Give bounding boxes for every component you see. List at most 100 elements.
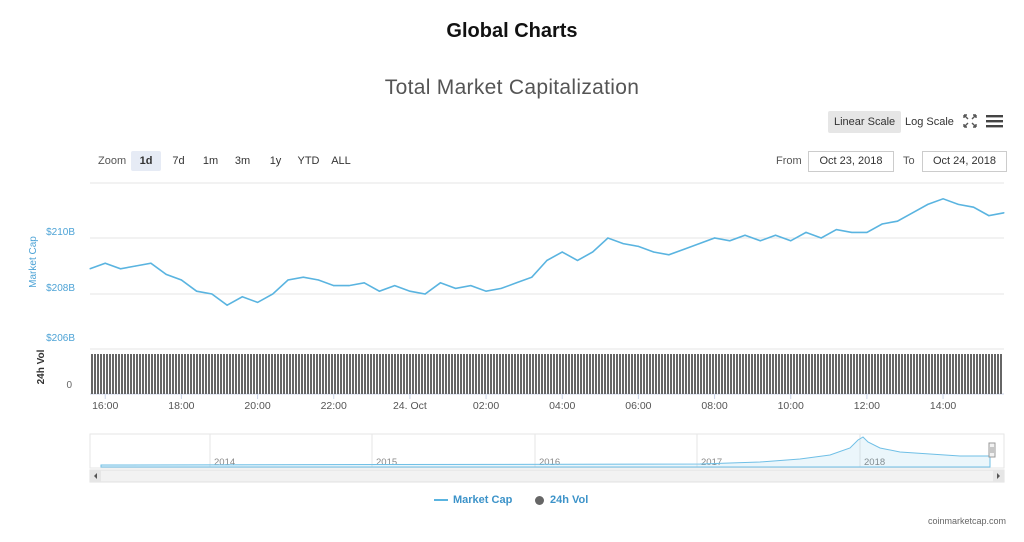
volume-bar bbox=[445, 354, 447, 394]
volume-bar bbox=[172, 354, 174, 394]
volume-bar bbox=[556, 354, 558, 394]
volume-bar bbox=[241, 354, 243, 394]
volume-bar bbox=[703, 354, 705, 394]
volume-bar bbox=[421, 354, 423, 394]
volume-bar bbox=[679, 354, 681, 394]
volume-bar bbox=[877, 354, 879, 394]
zoom-button-1d[interactable]: 1d bbox=[131, 151, 161, 171]
volume-bar bbox=[517, 354, 519, 394]
volume-bar bbox=[463, 354, 465, 394]
to-date-input[interactable]: Oct 24, 2018 bbox=[922, 151, 1007, 172]
volume-bar bbox=[790, 354, 792, 394]
data-point bbox=[272, 293, 274, 295]
volume-bar bbox=[166, 354, 168, 394]
volume-bar bbox=[685, 354, 687, 394]
data-point bbox=[988, 215, 990, 217]
volume-bar bbox=[580, 354, 582, 394]
navigator-handle[interactable] bbox=[988, 442, 996, 458]
navigator-year-label: 2018 bbox=[864, 457, 885, 468]
scroll-left-button[interactable] bbox=[90, 470, 101, 482]
x-tick-label: 22:00 bbox=[321, 400, 347, 412]
data-point bbox=[135, 265, 137, 267]
volume-bar bbox=[670, 354, 672, 394]
data-point bbox=[394, 285, 396, 287]
volume-bar bbox=[133, 354, 135, 394]
credit-link[interactable]: coinmarketcap.com bbox=[927, 516, 1006, 526]
volume-bar bbox=[553, 354, 555, 394]
volume-bar bbox=[271, 354, 273, 394]
volume-bar bbox=[937, 354, 939, 394]
from-date-input[interactable]: Oct 23, 2018 bbox=[808, 151, 894, 172]
zoom-button-1m[interactable]: 1m bbox=[202, 155, 219, 167]
zoom-button-all[interactable]: ALL bbox=[331, 155, 351, 167]
volume-bar bbox=[793, 354, 795, 394]
volume-bar bbox=[706, 354, 708, 394]
volume-bar bbox=[403, 354, 405, 394]
volume-bar bbox=[811, 354, 813, 394]
legend-market-cap[interactable]: Market Cap bbox=[434, 494, 512, 506]
volume-bar bbox=[250, 354, 252, 394]
volume-bar bbox=[865, 354, 867, 394]
volume-bar bbox=[727, 354, 729, 394]
volume-bar bbox=[649, 354, 651, 394]
chart-title: Total Market Capitalization bbox=[384, 76, 640, 99]
volume-bar bbox=[661, 354, 663, 394]
data-point bbox=[287, 279, 289, 281]
volume-bar bbox=[847, 354, 849, 394]
vol-axis-title: 24h Vol bbox=[36, 349, 47, 384]
scroll-right-button[interactable] bbox=[993, 470, 1004, 482]
volume-bar bbox=[619, 354, 621, 394]
data-point bbox=[653, 251, 655, 253]
volume-bar bbox=[754, 354, 756, 394]
volume-bar bbox=[367, 354, 369, 394]
fullscreen-icon[interactable] bbox=[963, 114, 977, 128]
volume-bar bbox=[370, 354, 372, 394]
data-point bbox=[104, 262, 106, 264]
zoom-button-7d[interactable]: 7d bbox=[172, 155, 185, 167]
volume-bar bbox=[115, 354, 117, 394]
volume-bar bbox=[259, 354, 261, 394]
linear-scale-button[interactable]: Linear Scale bbox=[828, 111, 902, 133]
volume-bar bbox=[538, 354, 540, 394]
zoom-button-3m[interactable]: 3m bbox=[234, 155, 251, 167]
log-scale-button[interactable]: Log Scale bbox=[905, 116, 954, 128]
volume-bar bbox=[757, 354, 759, 394]
volume-bar bbox=[151, 354, 153, 394]
volume-bar bbox=[460, 354, 462, 394]
data-point bbox=[896, 220, 898, 222]
navigator[interactable]: 2014 2015 2016 2017 2018 bbox=[89, 433, 1005, 483]
volume-bar bbox=[352, 354, 354, 394]
volume-bar bbox=[394, 354, 396, 394]
menu-icon[interactable] bbox=[986, 114, 1003, 128]
dot-swatch-icon bbox=[535, 495, 544, 505]
volume-bar bbox=[427, 354, 429, 394]
data-point bbox=[546, 259, 548, 261]
volume-bar bbox=[415, 354, 417, 394]
volume-bar bbox=[493, 354, 495, 394]
volume-bar bbox=[616, 354, 618, 394]
data-point bbox=[592, 251, 594, 253]
volume-bar bbox=[979, 354, 981, 394]
volume-bar bbox=[295, 354, 297, 394]
zoom-button-ytd[interactable]: YTD bbox=[297, 155, 320, 167]
data-point bbox=[317, 279, 320, 281]
volume-bar bbox=[547, 354, 549, 394]
navigator-scrollbar[interactable] bbox=[89, 469, 1005, 483]
zoom-button-1y[interactable]: 1y bbox=[269, 155, 282, 167]
volume-bar bbox=[751, 354, 753, 394]
volume-bar bbox=[316, 354, 318, 394]
volume-bar bbox=[667, 354, 669, 394]
data-point bbox=[165, 273, 167, 275]
legend-24h-vol[interactable]: 24h Vol bbox=[535, 494, 588, 506]
volume-bar bbox=[772, 354, 774, 394]
data-point bbox=[409, 290, 411, 292]
volume-bar bbox=[715, 354, 717, 394]
navigator-year-label: 2016 bbox=[539, 457, 560, 468]
volume-bar bbox=[760, 354, 762, 394]
volume-bar bbox=[529, 354, 531, 394]
data-point bbox=[470, 285, 472, 287]
volume-bar bbox=[658, 354, 660, 394]
volume-bar bbox=[922, 354, 924, 394]
volume-bar bbox=[226, 354, 228, 394]
volume-bar bbox=[244, 354, 246, 394]
